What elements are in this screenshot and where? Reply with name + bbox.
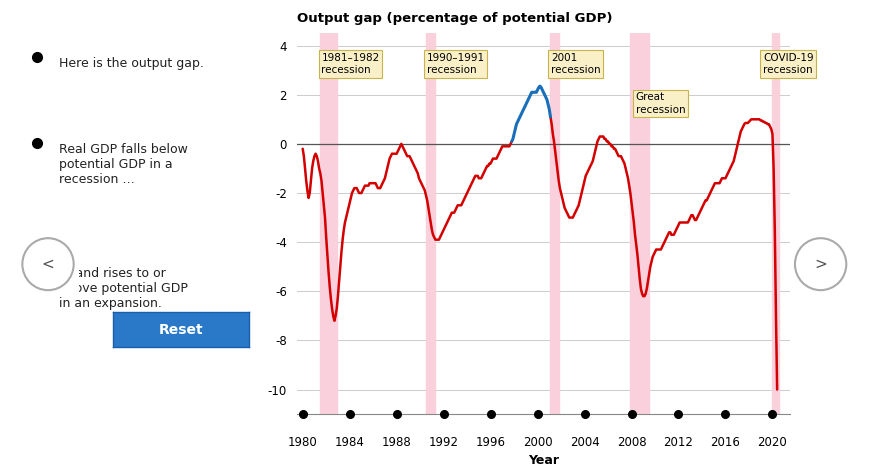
Text: Reset: Reset bbox=[159, 323, 203, 337]
X-axis label: Year: Year bbox=[528, 454, 559, 467]
Bar bbox=[773, 33, 780, 414]
Bar bbox=[320, 33, 337, 414]
Bar bbox=[426, 33, 436, 414]
Text: COVID-19
recession: COVID-19 recession bbox=[763, 53, 814, 75]
Text: Real GDP falls below
potential GDP in a
recession …: Real GDP falls below potential GDP in a … bbox=[59, 143, 188, 186]
Text: <: < bbox=[42, 257, 54, 272]
Bar bbox=[630, 33, 650, 414]
Text: … and rises to or
above potential GDP
in an expansion.: … and rises to or above potential GDP in… bbox=[59, 267, 188, 309]
Text: 2001
recession: 2001 recession bbox=[551, 53, 601, 75]
Text: Here is the output gap.: Here is the output gap. bbox=[59, 57, 204, 70]
Text: >: > bbox=[815, 257, 827, 272]
Text: 1990–1991
recession: 1990–1991 recession bbox=[427, 53, 485, 75]
Text: 1981–1982
recession: 1981–1982 recession bbox=[321, 53, 380, 75]
Text: Great
recession: Great recession bbox=[636, 92, 685, 115]
Bar bbox=[551, 33, 559, 414]
Text: Output gap (percentage of potential GDP): Output gap (percentage of potential GDP) bbox=[297, 12, 612, 25]
